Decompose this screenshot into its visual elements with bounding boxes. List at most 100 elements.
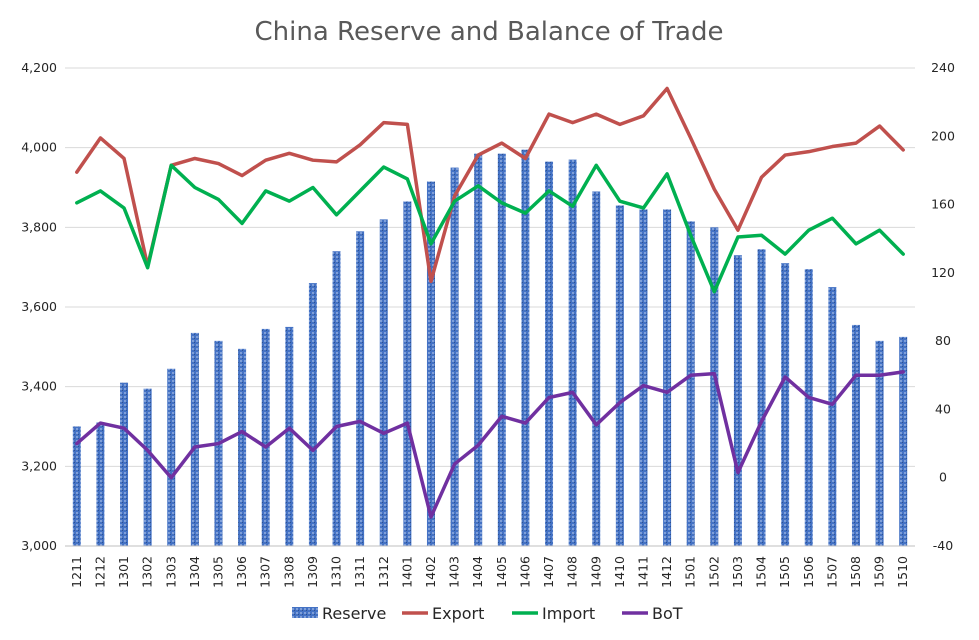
- x-axis-tick-label: 1502: [706, 556, 721, 588]
- x-axis-tick-label: 1304: [187, 556, 202, 588]
- series-line-export: [75, 86, 905, 284]
- x-axis-tick-label: 1310: [329, 556, 344, 588]
- left-axis-tick-label: 4,200: [21, 60, 57, 75]
- right-axis-tick-label: 120: [931, 265, 955, 280]
- x-axis-tick-label: 1212: [92, 556, 107, 588]
- bar-reserve: [781, 263, 790, 546]
- bar-reserve: [450, 167, 459, 547]
- bar-reserve: [143, 388, 152, 546]
- bar-reserve: [308, 283, 317, 546]
- legend-swatch: [292, 607, 318, 618]
- legend-item-bot: BoT: [622, 604, 683, 623]
- bar-reserve: [568, 159, 577, 546]
- bar-reserve: [356, 231, 365, 547]
- x-axis-tick-label: 1408: [565, 556, 580, 588]
- bar-reserve: [545, 161, 554, 546]
- legend-label: Export: [432, 604, 484, 623]
- bar-reserve: [733, 255, 742, 546]
- bar-reserve: [615, 205, 624, 547]
- bar-reserve: [639, 209, 648, 547]
- legend-item-import: Import: [512, 604, 595, 623]
- legend-label: Reserve: [322, 604, 386, 623]
- x-axis-tick-label: 1503: [730, 556, 745, 588]
- bar-reserve: [379, 219, 388, 546]
- x-axis-tick-label: 1312: [376, 556, 391, 588]
- bar-reserve: [332, 251, 341, 546]
- bar-reserve: [426, 181, 435, 546]
- bar-reserve: [285, 326, 294, 546]
- legend-label: Import: [542, 604, 595, 623]
- bar-reserve: [190, 332, 199, 546]
- bar-reserve: [851, 324, 860, 546]
- left-axis-tick-label: 3,200: [21, 458, 57, 473]
- x-axis-tick-label: 1302: [140, 556, 155, 588]
- x-axis-tick-label: 1303: [163, 556, 178, 588]
- bar-reserve: [686, 221, 695, 546]
- bar-reserve: [521, 149, 530, 547]
- chart-title: China Reserve and Balance of Trade: [255, 17, 724, 47]
- legend: Reserve Export Import BoT: [292, 604, 683, 623]
- legend-item-reserve: Reserve: [292, 604, 386, 623]
- x-axis-tick-label: 1309: [305, 556, 320, 588]
- right-axis-tick-label: 200: [931, 128, 955, 143]
- bar-reserve: [96, 422, 105, 546]
- x-axis-tick-label: 1401: [399, 556, 414, 588]
- series-line-import: [75, 163, 905, 294]
- series-lines: [75, 86, 905, 519]
- x-axis-tick-label: 1504: [754, 556, 769, 588]
- x-axis-tick-label: 1411: [635, 556, 650, 588]
- left-axis-tick-label: 3,400: [21, 379, 57, 394]
- x-axis-tick-label: 1402: [423, 556, 438, 588]
- x-axis-tick-label: 1510: [895, 556, 910, 588]
- x-axis-tick-label: 1405: [494, 556, 509, 588]
- x-axis-tick-label: 1412: [659, 556, 674, 588]
- axes: 3,000 3,200 3,400 3,600 3,800 4,000 4,200 -40 0 4…: [21, 60, 955, 588]
- x-axis-tick-label: 1403: [447, 556, 462, 588]
- x-axis-tick-label: 1301: [116, 556, 131, 588]
- bar-reserve: [663, 209, 672, 547]
- bar-reserve: [592, 191, 601, 546]
- right-axis-tick-label: 160: [931, 197, 955, 212]
- bar-reserve: [167, 368, 176, 546]
- bar-reserve: [899, 336, 908, 546]
- x-axis-tick-label: 1508: [848, 556, 863, 588]
- left-axis-tick-label: 4,000: [21, 140, 57, 155]
- x-axis-tick-label: 1507: [824, 556, 839, 588]
- right-axis-tick-label: 80: [935, 333, 951, 348]
- x-axis-tick-label: 1404: [470, 556, 485, 588]
- x-axis-tick-label: 1506: [801, 556, 816, 588]
- x-axis-tick-label: 1407: [541, 556, 556, 588]
- legend-label: BoT: [652, 604, 683, 623]
- series-line-bot: [75, 370, 905, 519]
- reserve-bars: [72, 149, 908, 547]
- bar-reserve: [828, 287, 837, 546]
- bar-reserve: [238, 348, 247, 546]
- x-axis-tick-label: 1406: [517, 556, 532, 588]
- right-axis-tick-label: 0: [939, 470, 947, 485]
- x-axis-tick-label: 1305: [210, 556, 225, 588]
- x-axis-tick-label: 1308: [281, 556, 296, 588]
- right-axis-tick-label: 40: [935, 401, 951, 416]
- bar-reserve: [120, 382, 129, 546]
- x-axis-tick-label: 1211: [69, 556, 84, 588]
- right-axis-tick-label: 240: [931, 60, 955, 75]
- x-axis-tick-label: 1409: [588, 556, 603, 588]
- x-axis-tick-label: 1509: [872, 556, 887, 588]
- bar-reserve: [875, 340, 884, 546]
- bar-reserve: [710, 227, 719, 547]
- bar-reserve: [72, 426, 81, 546]
- x-axis-tick-label: 1501: [683, 556, 698, 588]
- bar-reserve: [757, 249, 766, 546]
- x-axis-tick-label: 1410: [612, 556, 627, 588]
- left-axis-tick-label: 3,000: [21, 538, 57, 553]
- right-axis-tick-label: -40: [933, 538, 953, 553]
- bar-reserve: [403, 201, 412, 547]
- x-axis-tick-label: 1505: [777, 556, 792, 588]
- x-axis-tick-label: 1306: [234, 556, 249, 588]
- left-axis-tick-label: 3,800: [21, 219, 57, 234]
- bar-reserve: [497, 153, 506, 546]
- x-axis-tick-label: 1307: [258, 556, 273, 588]
- left-axis-tick-label: 3,600: [21, 299, 57, 314]
